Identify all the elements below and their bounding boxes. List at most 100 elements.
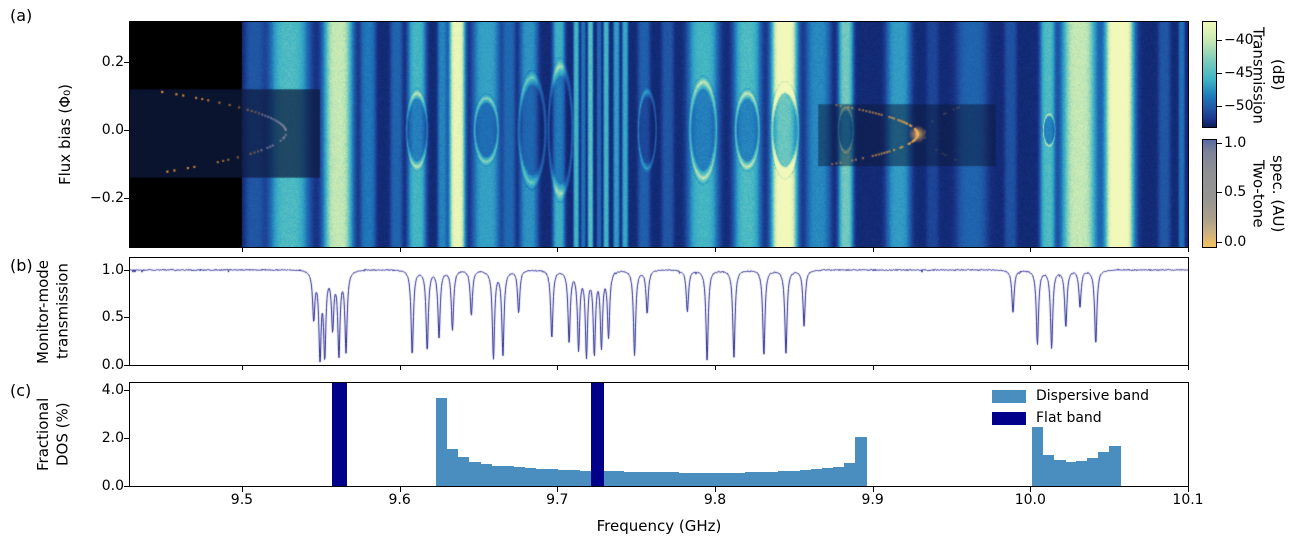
dispersive-band-bar [1087, 458, 1099, 486]
tick-mark [399, 247, 401, 252]
tick-mark [714, 486, 716, 492]
dispersive-band-bar [623, 471, 636, 486]
x-tick-label: 10.1 [1172, 492, 1204, 508]
dispersive-band-bar [722, 472, 735, 486]
tick-mark [872, 486, 874, 492]
y-tick-label: 0.5 [101, 309, 124, 326]
legend-swatch [992, 411, 1026, 425]
dispersive-band-bar [1109, 446, 1121, 486]
colorbar-transmission-label: Transmission (dB) [1249, 26, 1288, 124]
tick-mark [1030, 486, 1032, 492]
tick-mark [399, 486, 401, 492]
dispersive-band-bar [800, 469, 812, 486]
tick-mark [241, 365, 243, 370]
tick-mark [1188, 247, 1189, 252]
dispersive-band-bar [535, 468, 547, 486]
dispersive-band-bar [778, 471, 790, 486]
legend-label: Dispersive band [1036, 388, 1149, 404]
tick-mark [557, 365, 559, 370]
y-tick-label: −0.2 [90, 190, 124, 207]
tick-mark [124, 62, 130, 64]
dispersive-band-bar [502, 466, 514, 486]
colorbar-tick-label: 0.0 [1224, 233, 1247, 250]
y-tick-label: 1.0 [101, 261, 124, 278]
tick-mark [241, 247, 243, 252]
tick-mark [124, 365, 130, 366]
tick-mark [124, 437, 130, 439]
colorbar-tick-label: 1.0 [1224, 134, 1247, 151]
tick-mark [714, 247, 716, 252]
x-tick-label: 9.9 [861, 492, 884, 508]
dispersive-band-bar [435, 398, 448, 486]
dispersive-band-bar [667, 472, 680, 486]
x-tick-label: 9.6 [388, 492, 411, 508]
colorbar-tick-label: −50 [1224, 97, 1254, 114]
dispersive-band-bar [711, 472, 724, 486]
dispersive-band-bar [513, 467, 525, 486]
tick-mark [1188, 365, 1189, 370]
tick-mark [1217, 142, 1222, 144]
dispersive-band-bar [767, 471, 779, 486]
y-tick-label: 0.0 [101, 478, 124, 494]
y-tick-label: 0.2 [101, 54, 124, 71]
dispersive-band-bar [1053, 459, 1066, 486]
dispersive-band-bar [689, 472, 702, 486]
tick-mark [124, 317, 130, 319]
dispersive-band-bar [579, 470, 591, 486]
x-tick-label: 9.7 [546, 492, 569, 508]
legend-swatch [992, 389, 1026, 403]
colorbar-tick-label: −40 [1224, 31, 1254, 48]
tick-mark [1030, 247, 1032, 252]
dispersive-band-bar [844, 463, 856, 486]
dispersive-band-bar [1098, 452, 1110, 486]
tick-mark [557, 247, 559, 252]
monitor-trace-canvas [130, 258, 1188, 365]
dispersive-band-bar [1031, 427, 1044, 486]
tick-mark [1217, 105, 1222, 107]
y-tick-label: 0.0 [101, 357, 124, 373]
panel-c-letter: (c) [10, 381, 32, 400]
colorbar-two-tone [1202, 139, 1217, 248]
y-tick-label: 0.0 [101, 122, 124, 139]
colorbar-tick-label: 0.5 [1224, 184, 1247, 201]
dispersive-band-bar [634, 471, 647, 486]
legend-label: Flat band [1036, 410, 1102, 426]
flat-band-bar [591, 383, 604, 486]
y-tick-label: 2.0 [101, 429, 124, 446]
tick-mark [124, 486, 130, 487]
tick-mark [124, 389, 130, 391]
dispersive-band-bar [568, 470, 580, 486]
dispersive-band-bar [1076, 460, 1088, 486]
dispersive-band-bar [601, 471, 613, 486]
tick-mark [124, 198, 130, 200]
dispersive-band-bar [480, 464, 492, 486]
tick-mark [872, 365, 874, 370]
tick-mark [1030, 365, 1032, 370]
dispersive-band-bar [491, 465, 503, 486]
dispersive-band-bar [833, 466, 845, 486]
dispersive-band-bar [855, 436, 867, 486]
dispersive-band-bar [557, 469, 569, 486]
x-tick-label: 9.5 [230, 492, 254, 508]
dispersive-band-bar [755, 472, 768, 486]
tick-mark [872, 247, 874, 252]
panel-b-lineplot [129, 257, 1189, 366]
dispersive-band-bar [457, 457, 470, 486]
dispersive-band-bar [733, 472, 746, 486]
tick-mark [1217, 241, 1222, 243]
tick-mark [714, 365, 716, 370]
dispersive-band-bar [1065, 462, 1077, 486]
dispersive-band-bar [656, 472, 669, 486]
dispersive-band-bar [822, 468, 834, 486]
panel-b-letter: (b) [10, 256, 33, 275]
histogram-area [130, 383, 1188, 486]
dispersive-band-bar [645, 472, 658, 486]
y-tick-label: 4.0 [101, 381, 124, 398]
tick-mark [1217, 39, 1222, 41]
dispersive-band-bar [546, 469, 558, 486]
tick-mark [557, 486, 559, 492]
colorbar-tick-label: −45 [1224, 64, 1254, 81]
dispersive-band-bar [1042, 454, 1055, 486]
x-tick-label: 10.0 [1014, 492, 1046, 508]
